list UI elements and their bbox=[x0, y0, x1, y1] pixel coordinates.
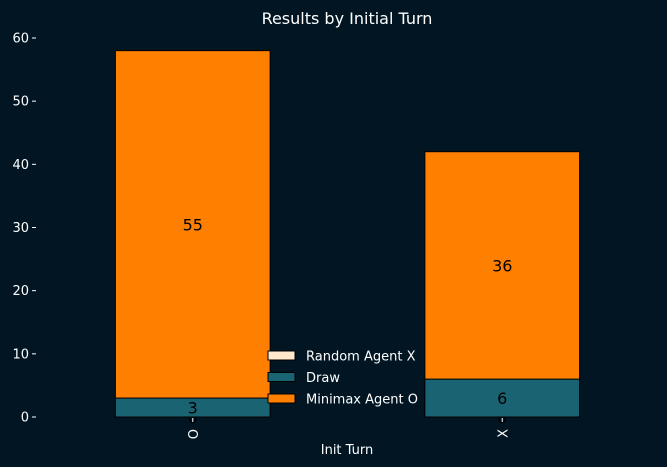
legend-swatch bbox=[267, 350, 296, 361]
legend-swatch bbox=[267, 393, 296, 404]
legend-swatch bbox=[267, 372, 296, 382]
y-axis: 0 10 20 30 40 50 60 bbox=[12, 32, 36, 426]
data-label: 55 bbox=[183, 215, 203, 234]
y-tick-label: 20 bbox=[12, 284, 29, 299]
data-label: 6 bbox=[497, 389, 507, 408]
chart-title: Results by Initial Turn bbox=[262, 9, 433, 28]
data-label: 3 bbox=[188, 399, 198, 418]
y-tick-label: 0 bbox=[21, 411, 29, 426]
x-tick-label: X bbox=[496, 429, 511, 438]
legend-label: Random Agent X bbox=[306, 350, 416, 365]
y-tick-label: 30 bbox=[12, 221, 29, 236]
y-tick-label: 40 bbox=[12, 158, 29, 173]
x-axis-label: Init Turn bbox=[321, 443, 373, 458]
y-tick-label: 60 bbox=[12, 32, 29, 47]
y-tick-label: 50 bbox=[12, 95, 29, 110]
bars: 03550636 bbox=[114, 50, 581, 427]
data-label: 36 bbox=[492, 256, 512, 275]
bar-segment-0-2 bbox=[114, 50, 271, 399]
bar-segment-1-2 bbox=[424, 151, 581, 380]
data-label: 0 bbox=[188, 408, 198, 427]
y-tick-label: 10 bbox=[12, 347, 29, 362]
legend-label: Minimax Agent O bbox=[306, 393, 418, 408]
x-tick-label: O bbox=[187, 429, 202, 439]
bar-segment-1-1 bbox=[424, 378, 581, 418]
legend-label: Draw bbox=[306, 371, 340, 386]
legend: Random Agent X Draw Minimax Agent O bbox=[267, 350, 418, 408]
